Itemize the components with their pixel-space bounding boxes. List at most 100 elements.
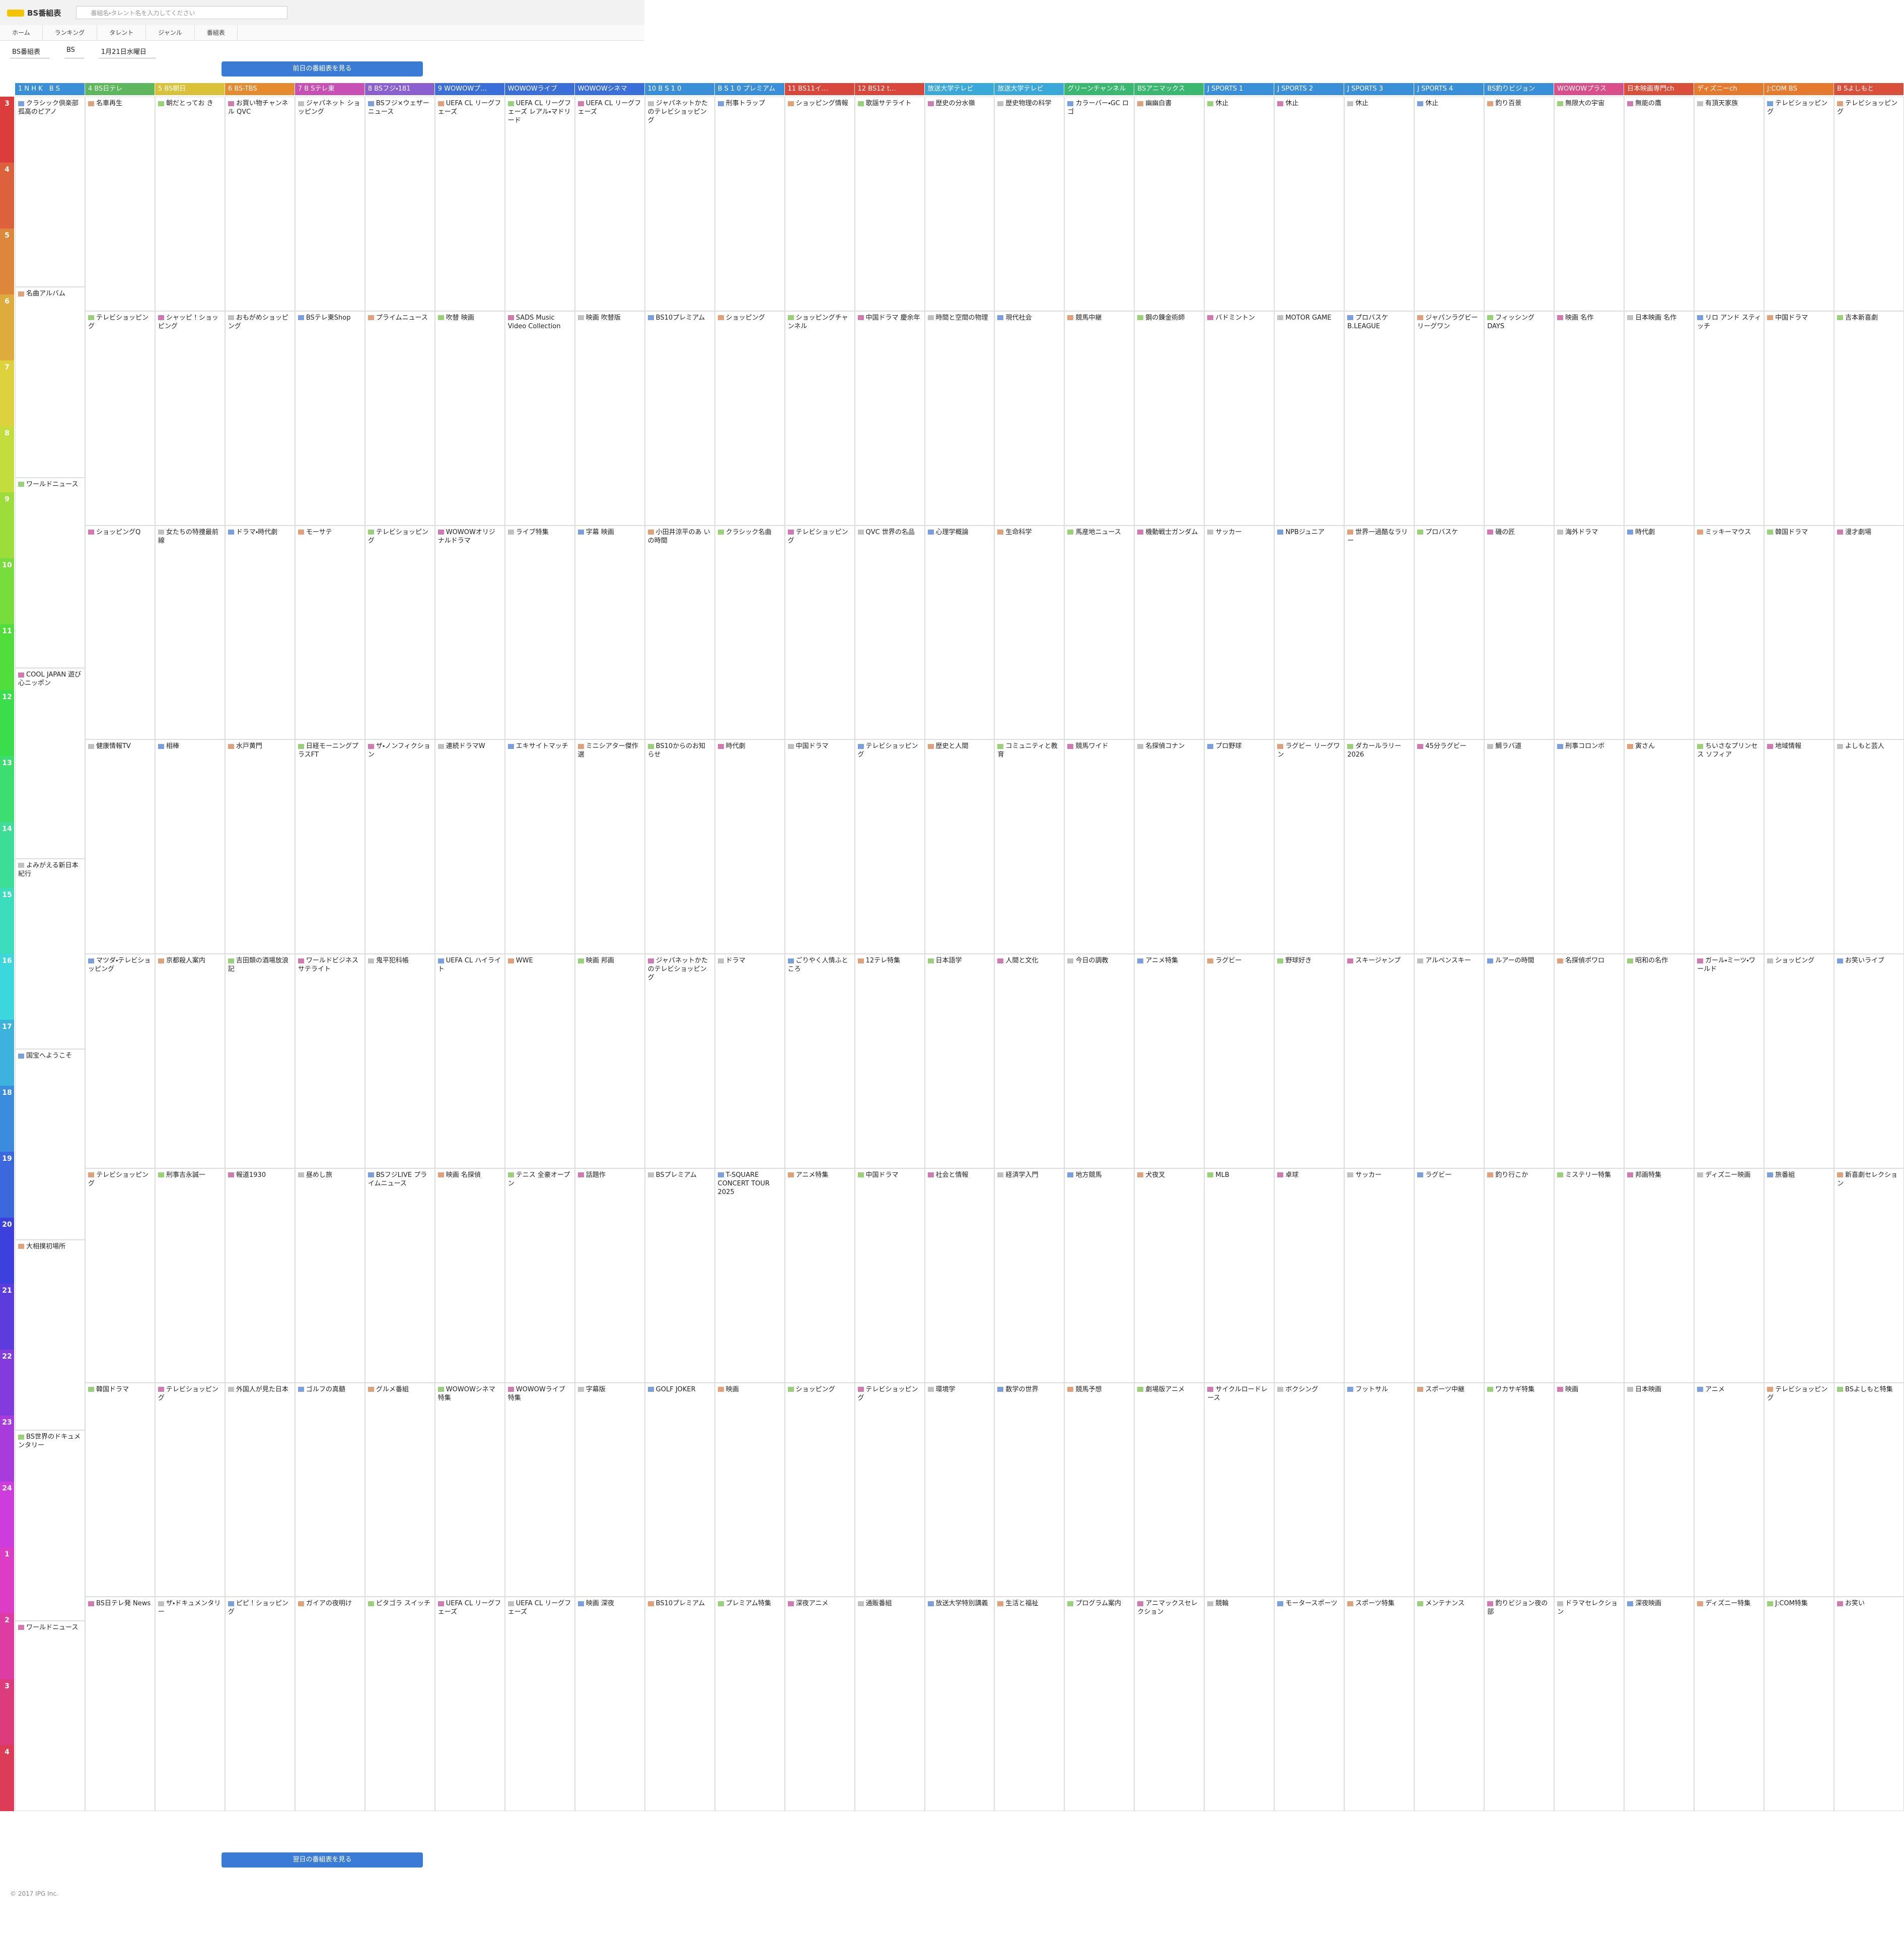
channel-header[interactable]: J SPORTS 1 [1204, 83, 1274, 95]
nav-item[interactable]: ジャンル [146, 25, 195, 40]
program-cell[interactable]: ミニシアター傑作選 [574, 739, 645, 954]
program-cell[interactable]: 中国ドラマ [1764, 311, 1835, 526]
program-cell[interactable]: UEFA CL リーグフェーズ レアル・マドリード [504, 97, 575, 311]
program-cell[interactable]: スポーツ中継 [1414, 1382, 1485, 1597]
program-cell[interactable]: 地域情報 [1764, 739, 1835, 954]
program-cell[interactable]: 名車再生 [85, 97, 155, 311]
program-cell[interactable]: ショッピング [714, 311, 785, 526]
program-cell[interactable]: ラグビー [1204, 954, 1275, 1168]
program-cell[interactable]: ワールドニュース [15, 1620, 85, 1811]
program-cell[interactable]: プロ野球 [1204, 739, 1275, 954]
program-cell[interactable]: 小田井涼平のあ いの時間 [644, 525, 715, 740]
program-cell[interactable]: 45分ラグビー [1414, 739, 1485, 954]
next-day-button[interactable]: 翌日の番組表を見る [222, 1852, 423, 1868]
program-cell[interactable]: スキージャンプ [1344, 954, 1415, 1168]
program-cell[interactable]: 卓球 [1274, 1168, 1345, 1383]
program-cell[interactable]: ミッキーマウス [1694, 525, 1765, 740]
program-cell[interactable]: 数学の世界 [994, 1382, 1065, 1597]
program-cell[interactable]: 名探偵ポワロ [1554, 954, 1625, 1168]
program-cell[interactable]: 相棒 [155, 739, 225, 954]
program-cell[interactable]: ワカサギ特集 [1484, 1382, 1555, 1597]
program-cell[interactable]: 健康情報TV [85, 739, 155, 954]
program-cell[interactable]: アニメ [1694, 1382, 1765, 1597]
program-cell[interactable]: BS世界のドキュメンタリー [15, 1430, 85, 1621]
channel-header[interactable]: 日本映画専門ch [1624, 83, 1694, 95]
program-cell[interactable]: シャッピ！ショッピング [155, 311, 225, 526]
program-cell[interactable]: 無限大の宇宙 [1554, 97, 1625, 311]
program-cell[interactable]: BS日テレ発 News [85, 1597, 155, 1811]
program-cell[interactable]: 映画 深夜 [574, 1597, 645, 1811]
program-cell[interactable]: 放送大学特別講義 [924, 1597, 995, 1811]
program-cell[interactable]: マツダ・テレビショッピング [85, 954, 155, 1168]
program-cell[interactable]: BS10からのお知らせ [644, 739, 715, 954]
program-cell[interactable]: 新喜劇セレクション [1834, 1168, 1904, 1383]
channel-header[interactable]: 1 N H K B S [15, 83, 85, 95]
select[interactable]: BS番組表 [10, 44, 49, 58]
program-cell[interactable]: コミュニティと教育 [994, 739, 1065, 954]
channel-header[interactable]: 4 BS日テレ [85, 83, 155, 95]
program-cell[interactable]: お笑いライブ [1834, 954, 1904, 1168]
program-cell[interactable]: 無能の鷹 [1624, 97, 1695, 311]
logo[interactable]: BS番組表 [7, 8, 61, 18]
program-cell[interactable]: 地方競馬 [1064, 1168, 1135, 1383]
program-cell[interactable]: ショッピング [784, 1382, 855, 1597]
channel-header[interactable]: BS釣りビジョン [1484, 83, 1554, 95]
program-cell[interactable]: メンテナンス [1414, 1597, 1485, 1811]
program-cell[interactable]: 吹替 映画 [434, 311, 505, 526]
program-cell[interactable]: ちいさなプリンセス ソフィア [1694, 739, 1765, 954]
program-cell[interactable]: 報道1930 [225, 1168, 295, 1383]
program-cell[interactable]: 寅さん [1624, 739, 1695, 954]
program-cell[interactable]: BS10プレミアム [644, 1597, 715, 1811]
program-cell[interactable]: ピタゴラ スイッチ [364, 1597, 435, 1811]
program-cell[interactable]: テレビショッピング [854, 739, 925, 954]
program-cell[interactable]: 時代劇 [714, 739, 785, 954]
program-cell[interactable]: 生活と福祉 [994, 1597, 1065, 1811]
program-cell[interactable]: 日経モーニングプラスFT [295, 739, 365, 954]
program-cell[interactable]: 野球好き [1274, 954, 1345, 1168]
program-cell[interactable]: 休止 [1414, 97, 1485, 311]
program-cell[interactable]: テレビショッピング [85, 311, 155, 526]
program-cell[interactable]: T-SQUARE CONCERT TOUR 2025 [714, 1168, 785, 1383]
program-cell[interactable]: ジャパネットかたのテレビショッピング [644, 954, 715, 1168]
program-cell[interactable]: 昼めし旅 [295, 1168, 365, 1383]
program-cell[interactable]: アルペンスキー [1414, 954, 1485, 1168]
program-cell[interactable]: 漫才劇場 [1834, 525, 1904, 740]
program-cell[interactable]: QVC 世界の名品 [854, 525, 925, 740]
program-cell[interactable]: お笑い [1834, 1597, 1904, 1811]
channel-header[interactable]: 11 BS11イ… [784, 83, 854, 95]
channel-header[interactable]: WOWOWシネマ [574, 83, 644, 95]
program-cell[interactable]: 昭和の名作 [1624, 954, 1695, 1168]
program-cell[interactable]: カラーバー・GC ロゴ [1064, 97, 1135, 311]
program-cell[interactable]: よしもと芸人 [1834, 739, 1904, 954]
program-cell[interactable]: ガール・ミーツ・ワールド [1694, 954, 1765, 1168]
channel-header[interactable]: B Sよしもと [1834, 83, 1903, 95]
program-cell[interactable]: バドミントン [1204, 311, 1275, 526]
program-cell[interactable]: 連続ドラマW [434, 739, 505, 954]
program-cell[interactable]: ラグビー リーグワン [1274, 739, 1345, 954]
channel-header[interactable]: J SPORTS 3 [1344, 83, 1414, 95]
program-cell[interactable]: エキサイトマッチ [504, 739, 575, 954]
program-cell[interactable]: MOTOR GAME [1274, 311, 1345, 526]
program-cell[interactable]: ドラマ・時代劇 [225, 525, 295, 740]
program-cell[interactable]: フットサル [1344, 1382, 1415, 1597]
channel-header[interactable]: 6 BS-TBS [225, 83, 295, 95]
program-cell[interactable]: ラグビー [1414, 1168, 1485, 1383]
program-cell[interactable]: おもがめショッピング [225, 311, 295, 526]
channel-header[interactable]: J SPORTS 2 [1274, 83, 1344, 95]
program-cell[interactable]: 釣り行こか [1484, 1168, 1555, 1383]
program-cell[interactable]: 日本映画 名作 [1624, 311, 1695, 526]
program-cell[interactable]: 鋼の錬金術師 [1134, 311, 1205, 526]
program-cell[interactable]: クラシック名曲 [714, 525, 785, 740]
program-cell[interactable]: 鯛ラバ道 [1484, 739, 1555, 954]
program-cell[interactable]: 競馬中継 [1064, 311, 1135, 526]
program-cell[interactable]: UEFA CL リーグフェーズ [574, 97, 645, 311]
program-cell[interactable]: 競馬ワイド [1064, 739, 1135, 954]
program-cell[interactable]: 外国人が見た日本 [225, 1382, 295, 1597]
program-cell[interactable]: 幽幽白書 [1134, 97, 1205, 311]
program-cell[interactable]: ダカールラリー2026 [1344, 739, 1415, 954]
program-cell[interactable]: ザ・ドキュメンタリー [155, 1597, 225, 1811]
channel-header[interactable]: 放送大学テレビ [924, 83, 994, 95]
program-cell[interactable]: 韓国ドラマ [85, 1382, 155, 1597]
program-cell[interactable]: BSフジ×ウェザーニュース [364, 97, 435, 311]
program-cell[interactable]: ディズニー映画 [1694, 1168, 1765, 1383]
